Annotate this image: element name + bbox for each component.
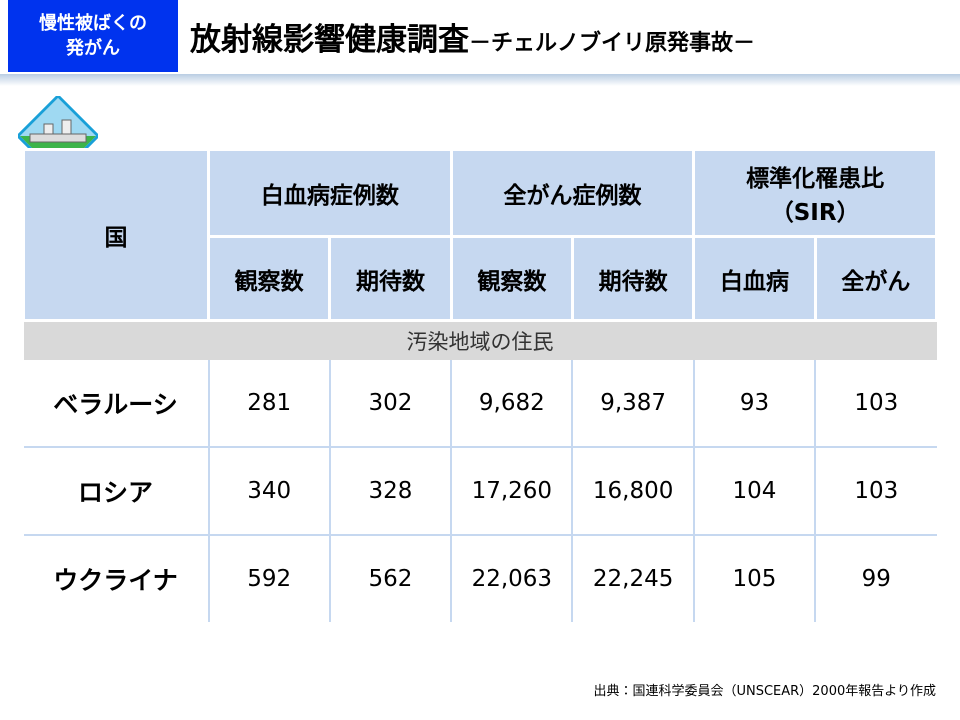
cell: 105 [692,535,816,622]
title-main: 放射線影響健康調査 [190,22,469,58]
cell: 562 [328,535,452,622]
data-table: 国 白血病症例数 全がん症例数 標準化罹患比 （SIR） 観察数 期待数 観察数 期待数… [22,148,939,622]
cell: 9,682 [450,360,573,448]
group-header: 白血病症例数 [207,148,453,238]
cell: 99 [814,535,937,622]
row-label: ベラルーシ [23,360,209,448]
cell: 103 [814,360,937,448]
cell: 16,800 [571,447,694,536]
subtitle: －チェルノブイリ原発事故－ [469,31,756,56]
corner-header: 国 [22,148,210,322]
cell: 281 [207,360,330,448]
group-header-line: （SIR） [770,200,860,226]
subheader: 期待数 [328,235,453,322]
cell: 9,387 [571,360,694,448]
cell: 592 [207,535,330,622]
topic-tag: 慢性被ばくの 発がん [8,0,178,72]
tag-line: 慢性被ばくの [39,13,147,34]
footnote: 出典：国連科学委員会（UNSCEAR）2000年報告より作成 [593,684,936,699]
subheader: 観察数 [206,235,332,322]
cell: 17,260 [450,447,573,536]
cell: 93 [692,360,816,448]
subheader: 期待数 [570,235,696,322]
subheader-row: 観察数 期待数 観察数 期待数 白血病 全がん [24,235,939,322]
title: 放射線影響健康調査－チェルノブイリ原発事故－ [190,14,755,59]
tag-line: 発がん [66,38,120,59]
header-bar [0,74,960,86]
section-row: 汚染地域の住民 [23,320,937,360]
cell: 103 [814,447,937,536]
subheader: 白血病 [692,235,817,322]
cell: 328 [328,447,452,536]
cell: 340 [207,447,330,536]
cell: 302 [328,360,452,448]
row-label: ロシア [23,447,209,536]
row-label: ウクライナ [53,566,178,595]
cell: 22,063 [450,535,573,622]
table-row: ウクライナ 592 562 22,063 22,245 105 99 [24,535,937,622]
cell: 22,245 [571,535,694,622]
group-header-line: 標準化罹患比 [746,166,885,192]
subheader: 全がん [813,235,939,322]
cell: 104 [692,447,816,536]
table-row: ロシア 340 328 17,260 16,800 104 103 [23,447,937,536]
group-header: 全がん症例数 [449,148,696,238]
subheader: 観察数 [449,235,574,322]
group-header: 標準化罹患比 （SIR） [692,148,938,238]
table-row: ベラルーシ 281 302 9,682 9,387 93 103 [23,360,937,448]
